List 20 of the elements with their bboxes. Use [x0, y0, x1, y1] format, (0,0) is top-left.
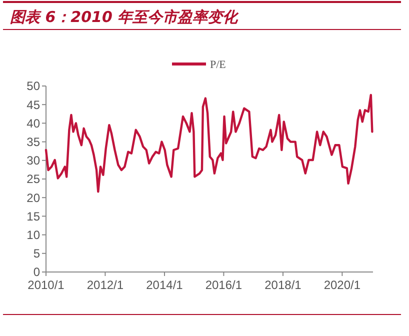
y-tick-label: 10 [26, 228, 40, 242]
x-tick-label: 2020/1 [324, 278, 361, 292]
y-tick-label: 20 [26, 190, 40, 205]
y-tick-label: 40 [26, 116, 40, 130]
y-tick-label: 15 [26, 209, 40, 224]
line-series [44, 94, 374, 193]
x-tick-label: 2012/1 [86, 278, 124, 292]
x-tick-label: 2016/1 [205, 278, 242, 292]
y-tick-label: 45 [26, 98, 40, 112]
y-tick-label: 0 [33, 265, 40, 280]
y-tick-label: 50 [26, 79, 40, 94]
x-tick-label: 2014/1 [146, 278, 184, 292]
y-tick-label: 30 [26, 154, 40, 168]
x-tick-label: 2010/1 [28, 278, 65, 292]
y-tick-label: 5 [33, 246, 40, 261]
x-tick-label: 2018/1 [264, 278, 302, 292]
y-tick-label: 35 [26, 135, 40, 149]
y-tick-label: 25 [26, 172, 40, 186]
chart-title: 图表 6：2010 年至今市盈率变化 [10, 8, 240, 26]
legend-label: P/E [210, 58, 226, 71]
